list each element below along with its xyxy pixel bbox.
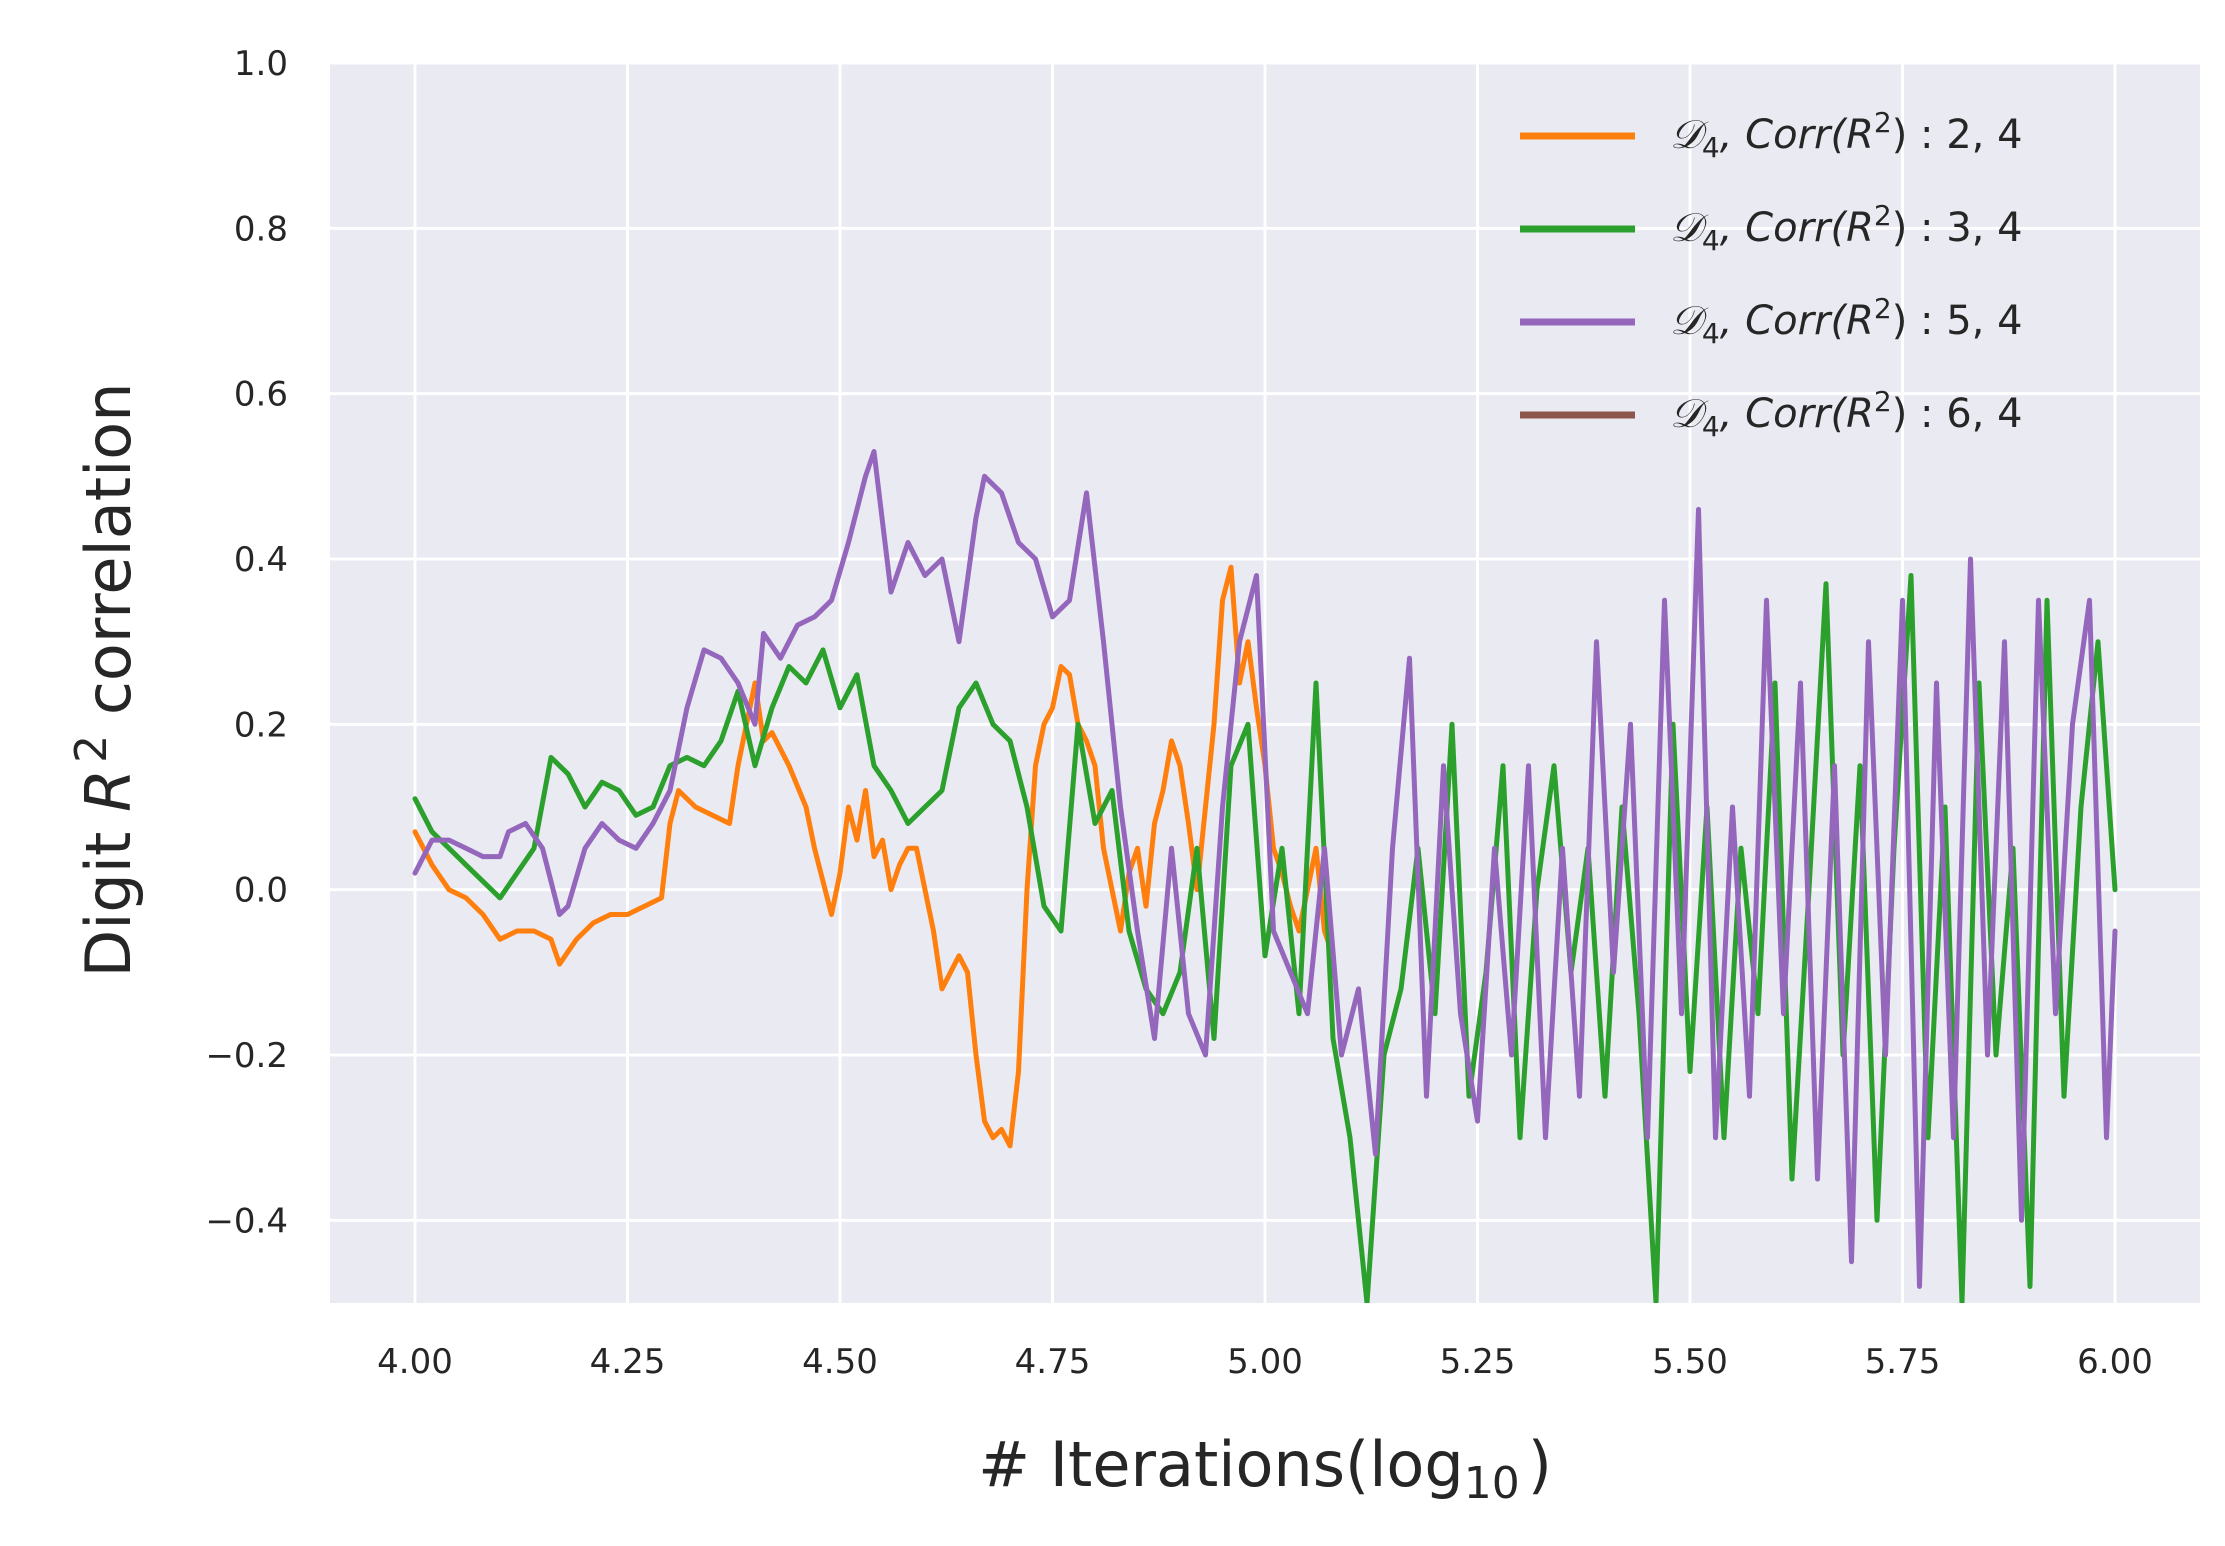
x-tick-label: 4.25: [590, 1342, 666, 1382]
x-tick-label: 4.50: [802, 1342, 878, 1382]
x-tick-label: 5.75: [1865, 1342, 1941, 1382]
legend-text-part: 4: [1702, 131, 1720, 164]
legend-text-part: ) : 6, 4: [1892, 391, 2023, 437]
tick-labels: 4.00 4.25 4.50 4.75 5.00 5.25 5.50 5.75 6.00 −0.4…: [205, 44, 2152, 1382]
y-tick-label: −0.2: [205, 1036, 288, 1076]
series-lines: [412, 449, 2118, 1303]
y-tick-label: 1.0: [234, 44, 288, 84]
grid: [330, 61, 2200, 1303]
legend-text-part: 2: [1874, 292, 1892, 325]
y-axis-label-var: R: [72, 769, 145, 812]
legend-text-part: , Corr(R: [1720, 391, 1874, 437]
x-tick-label: 5.50: [1652, 1342, 1728, 1382]
y-tick-label: −0.4: [205, 1201, 288, 1241]
x-axis-label-subscript: 10: [1464, 1458, 1520, 1509]
legend-text-part: 2: [1874, 199, 1892, 232]
legend-entry-2: 𝒟4, Corr(R2) : 3, 4: [1670, 199, 2023, 257]
legend-text-part: 4: [1702, 317, 1720, 350]
y-axis-label-sup: 2: [66, 735, 117, 763]
y-tick-label: 0.6: [234, 375, 288, 415]
y-axis-label: Digit R 2 correlation: [66, 382, 145, 977]
legend-text-part: ) : 3, 4: [1892, 205, 2023, 251]
x-tick-label: 5.00: [1227, 1342, 1303, 1382]
legend-text-part: , Corr(R: [1720, 112, 1874, 158]
x-tick-label: 5.25: [1440, 1342, 1516, 1382]
series-line-2: [412, 573, 2118, 1303]
legend-entry-4: 𝒟4, Corr(R2) : 6, 4: [1670, 385, 2023, 443]
legend: 𝒟4, Corr(R2) : 2, 4 𝒟4, Corr(R2) : 3, 4 𝒟4…: [1520, 106, 2023, 443]
legend-text-part: , Corr(R: [1720, 205, 1874, 251]
legend-text-part: ) : 2, 4: [1892, 112, 2023, 158]
x-axis-label-main: # Iterations(log: [978, 1428, 1464, 1501]
series-line-1: [412, 564, 1336, 1149]
x-axis-label: # Iterations(log10): [978, 1428, 1552, 1509]
x-tick-label: 4.75: [1015, 1342, 1091, 1382]
legend-text-part: ) : 5, 4: [1892, 298, 2023, 344]
legend-text-part: , Corr(R: [1720, 298, 1874, 344]
y-axis-label-post: correlation: [72, 382, 145, 734]
y-axis-label-pre: Digit: [72, 812, 145, 978]
series-line-3: [412, 449, 2118, 1289]
x-tick-label: 6.00: [2077, 1342, 2153, 1382]
legend-text-part: 4: [1702, 410, 1720, 443]
legend-text-part: 4: [1702, 224, 1720, 257]
legend-text-part: 2: [1874, 106, 1892, 139]
y-tick-label: 0.4: [234, 540, 288, 580]
legend-text-part: 2: [1874, 385, 1892, 418]
legend-entry-3: 𝒟4, Corr(R2) : 5, 4: [1670, 292, 2023, 350]
y-tick-label: 0.0: [234, 871, 288, 911]
y-tick-label: 0.8: [234, 209, 288, 249]
x-axis-label-close: ): [1528, 1428, 1552, 1501]
y-tick-label: 0.2: [234, 705, 288, 745]
legend-entry-1: 𝒟4, Corr(R2) : 2, 4: [1670, 106, 2023, 164]
x-tick-label: 4.00: [377, 1342, 453, 1382]
